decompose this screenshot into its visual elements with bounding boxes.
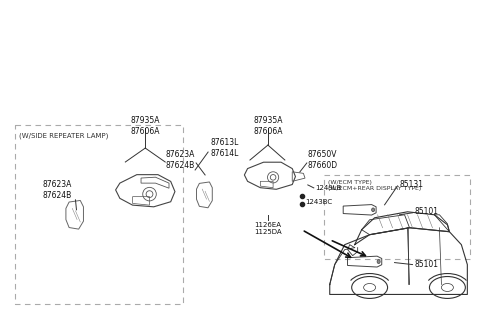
Text: 87613L
87614L: 87613L 87614L xyxy=(210,138,239,158)
Text: 1249LB: 1249LB xyxy=(315,185,341,191)
Text: 87935A
87606A: 87935A 87606A xyxy=(253,116,283,135)
Text: 87650V
87660D: 87650V 87660D xyxy=(308,150,338,170)
Text: 1243BC: 1243BC xyxy=(305,199,332,205)
Text: (W/SIDE REPEATER LAMP): (W/SIDE REPEATER LAMP) xyxy=(19,133,108,139)
Text: 87623A
87624B: 87623A 87624B xyxy=(166,150,195,170)
Bar xyxy=(324,175,470,259)
Text: 87623A
87624B: 87623A 87624B xyxy=(43,180,72,200)
Text: 85101: 85101 xyxy=(415,207,439,216)
Text: 85101: 85101 xyxy=(415,260,439,269)
Ellipse shape xyxy=(372,208,374,212)
Text: 1126EA
1125DA: 1126EA 1125DA xyxy=(254,222,282,235)
Bar xyxy=(15,125,182,304)
Text: 85131: 85131 xyxy=(399,180,423,189)
Text: 87935A
87606A: 87935A 87606A xyxy=(131,116,160,135)
Ellipse shape xyxy=(377,260,380,263)
Text: (W/ECM TYPE)
(W/ECM+REAR DISPLAY TYPE): (W/ECM TYPE) (W/ECM+REAR DISPLAY TYPE) xyxy=(328,180,421,191)
